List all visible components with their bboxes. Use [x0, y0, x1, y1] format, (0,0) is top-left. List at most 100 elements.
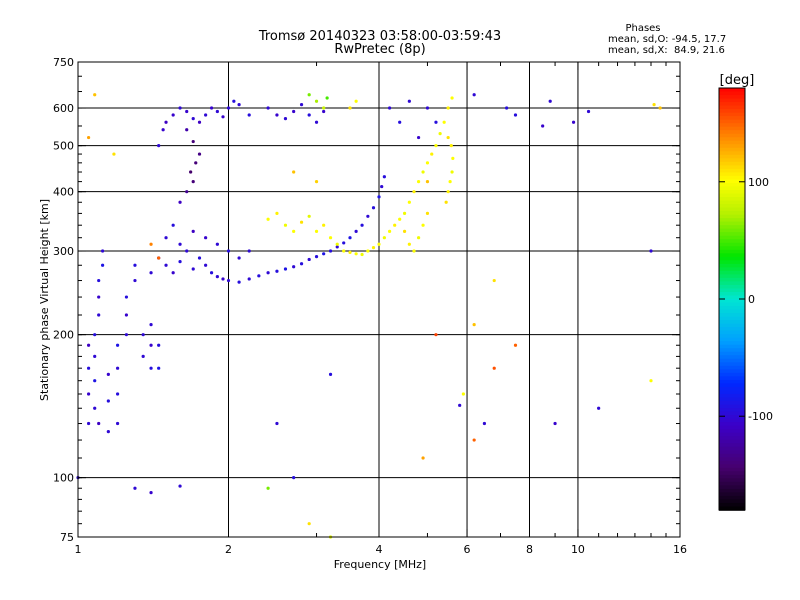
data-point [325, 96, 329, 100]
colorbar-segment [719, 284, 745, 290]
data-point [171, 271, 175, 275]
data-point [97, 421, 101, 426]
data-point [215, 109, 219, 114]
data-point [185, 249, 189, 253]
data-point [553, 421, 557, 426]
data-point [209, 106, 214, 110]
data-point [342, 249, 346, 253]
data-point [133, 263, 137, 267]
data-points [76, 93, 662, 539]
data-point [283, 267, 288, 271]
data-point [164, 263, 168, 267]
y-tick-label: 200 [53, 329, 74, 342]
colorbar-segment [719, 362, 745, 367]
phase-colorbar: 100 0 -100 [718, 87, 773, 511]
data-point [93, 406, 97, 410]
data-point [448, 180, 452, 184]
phase-stats-x-line: mean, sd,X: 84.9, 21.6 [608, 45, 725, 56]
colorbar-segment [719, 116, 745, 121]
colorbar-segment [719, 186, 745, 191]
data-point [377, 195, 381, 199]
data-point [189, 170, 193, 174]
colorbar-segment [719, 351, 745, 357]
y-tick-label: 100 [53, 472, 74, 485]
data-point [247, 277, 251, 281]
colorbar-segment [719, 263, 745, 269]
colorbar-segment [719, 471, 745, 476]
colorbar-segment [719, 481, 745, 487]
data-point [178, 106, 182, 110]
data-point [307, 257, 311, 262]
colorbar-segment [719, 225, 745, 230]
colorbar-segment [719, 207, 745, 212]
data-point [649, 379, 653, 383]
data-point [307, 522, 311, 526]
data-point [335, 242, 339, 246]
axes: 1 2 4 6 8 10 16 75 100 200 300 400 500 600 750 [53, 56, 687, 556]
colorbar-segment [719, 260, 745, 265]
data-point [430, 152, 434, 156]
data-point [322, 109, 326, 114]
colorbar-segment [719, 137, 745, 142]
colorbar-segment [719, 379, 745, 385]
colorbar-segment [719, 277, 745, 283]
data-point [101, 249, 105, 253]
data-point [266, 217, 270, 221]
data-point [164, 120, 168, 124]
data-point [482, 421, 487, 426]
data-point [178, 242, 182, 246]
data-point [283, 117, 288, 121]
data-point [461, 392, 465, 396]
data-point [191, 267, 195, 271]
data-point [425, 106, 430, 110]
data-point [658, 106, 662, 110]
colorbar-segment [719, 393, 745, 399]
data-point [407, 200, 411, 204]
data-point [215, 275, 219, 279]
data-point [314, 229, 319, 233]
data-point [275, 211, 279, 216]
data-point [93, 354, 97, 358]
data-point [86, 392, 91, 396]
colorbar-tick-label: 100 [748, 176, 769, 189]
data-point [191, 139, 195, 144]
data-point [191, 117, 195, 121]
colorbar-segment [719, 249, 745, 255]
data-point [97, 313, 101, 317]
data-point [328, 372, 333, 376]
data-point [472, 322, 476, 327]
data-point [185, 109, 189, 114]
data-point [124, 333, 129, 337]
data-point [215, 242, 219, 246]
data-point [292, 229, 296, 233]
colorbar-segment [719, 506, 745, 511]
colorbar-segment [719, 334, 745, 339]
colorbar-segment [719, 189, 745, 195]
data-point [513, 113, 518, 117]
data-point [133, 278, 137, 283]
data-point [124, 295, 129, 299]
colorbar-segment [719, 313, 745, 318]
x-tick-label: 2 [225, 543, 232, 556]
data-point [328, 249, 333, 253]
colorbar-segment [719, 341, 745, 346]
colorbar-segment [719, 429, 745, 434]
colorbar-segment [719, 95, 745, 100]
data-point [275, 269, 279, 273]
data-point [226, 106, 231, 110]
colorbar-segment [719, 425, 745, 430]
colorbar-segment [719, 133, 745, 139]
data-point [412, 190, 416, 194]
data-point [115, 392, 120, 396]
data-point [86, 421, 91, 426]
data-point [141, 354, 145, 358]
data-point [402, 229, 407, 233]
data-point [380, 184, 384, 189]
data-point [314, 254, 319, 259]
y-tick-label: 500 [53, 140, 74, 153]
data-point [314, 180, 319, 184]
plot-area [78, 62, 680, 537]
data-point [450, 170, 454, 174]
colorbar-segment [719, 488, 745, 494]
data-point [266, 106, 270, 110]
